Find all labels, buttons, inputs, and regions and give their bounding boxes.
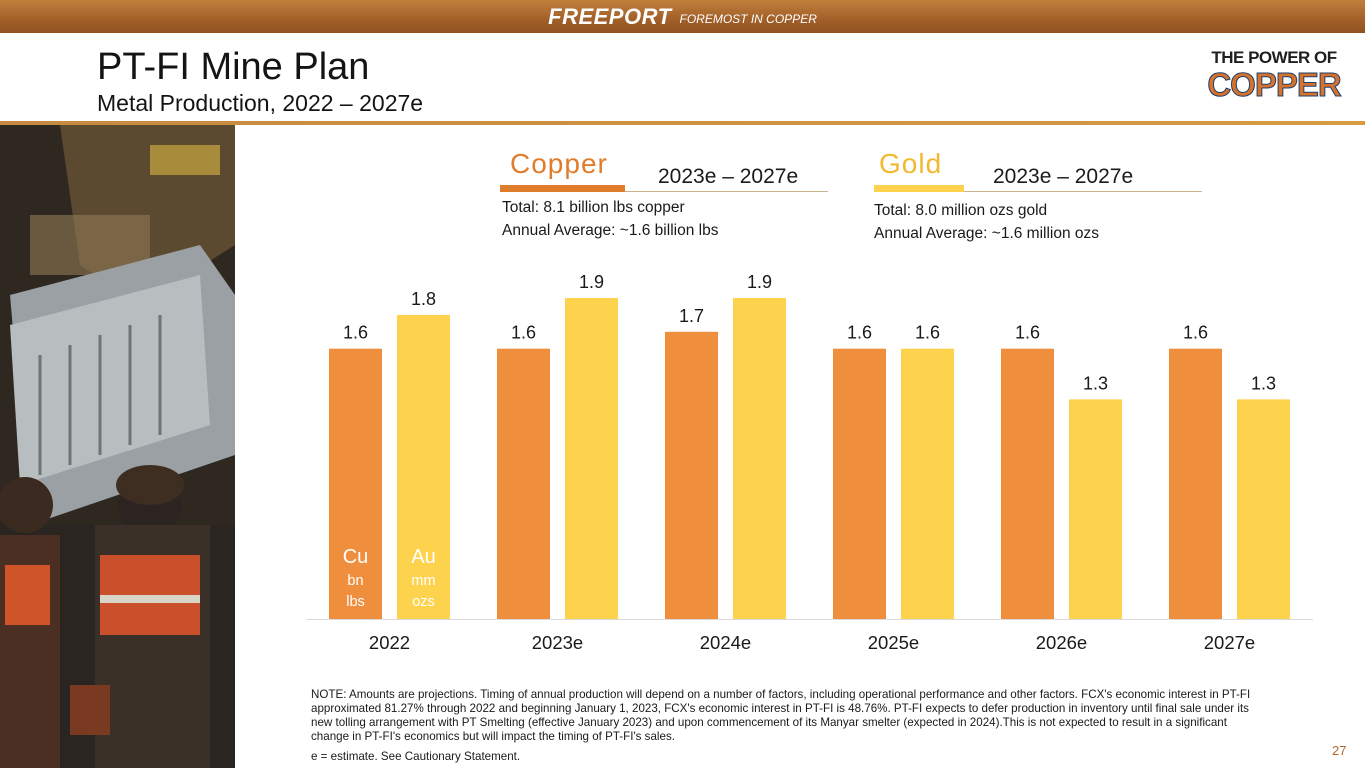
data-label-cu-2026e: 1.6 — [1015, 323, 1040, 343]
x-tick-label-2025e: 2025e — [868, 632, 919, 653]
logo-line1: THE POWER OF — [1211, 48, 1337, 67]
bar-cu-2026e — [1001, 348, 1054, 619]
top-banner — [0, 0, 1365, 33]
data-label-cu-2027e: 1.6 — [1183, 323, 1208, 343]
footnote: NOTE: Amounts are projections. Timing of… — [311, 688, 1251, 743]
brand-name: FREEPORT — [548, 3, 672, 29]
copper-heading: Copper — [510, 148, 608, 179]
x-tick-label-2027e: 2027e — [1204, 632, 1255, 653]
copper-rule — [500, 191, 828, 192]
mine-photo-illustration — [0, 125, 235, 768]
bar-cu-2022 — [329, 348, 382, 619]
gold-heading: Gold — [879, 148, 943, 179]
bar-au-2024e — [733, 298, 786, 619]
x-tick-label-2024e: 2024e — [700, 632, 751, 653]
brand-header: FREEPORT FOREMOST IN COPPER — [0, 0, 1365, 33]
gold-summary: Total: 8.0 million ozs gold Annual Avera… — [874, 199, 1099, 245]
mine-photo — [0, 125, 235, 768]
data-label-cu-2023e: 1.6 — [511, 323, 536, 343]
gold-rule — [874, 191, 1202, 192]
gold-average: Annual Average: ~1.6 million ozs — [874, 225, 1100, 242]
bar-au-2023e — [565, 298, 618, 619]
bar-cu-2025e — [833, 348, 886, 619]
data-label-cu-2025e: 1.6 — [847, 323, 872, 343]
x-tick-label-2026e: 2026e — [1036, 632, 1087, 653]
data-label-au-2023e: 1.9 — [579, 272, 604, 292]
bar-cu-2024e — [665, 331, 718, 619]
legend-au-unit1: mm — [411, 573, 435, 589]
data-label-cu-2022: 1.6 — [343, 323, 368, 343]
copper-summary: Total: 8.1 billion lbs copper Annual Ave… — [502, 196, 718, 242]
header-divider — [0, 121, 1365, 125]
bar-cu-2027e — [1169, 348, 1222, 619]
bar-au-2026e — [1069, 399, 1122, 619]
power-of-copper-logo: THE POWER OF COPPER — [1194, 48, 1354, 108]
estimate-note: e = estimate. See Cautionary Statement. — [311, 750, 521, 763]
data-label-au-2025e: 1.6 — [915, 323, 940, 343]
bar-cu-2023e — [497, 348, 550, 619]
legend-cu-name: Cu — [343, 546, 369, 568]
copper-range: 2023e – 2027e — [658, 165, 799, 188]
legend-au-name: Au — [411, 546, 435, 568]
gold-total: Total: 8.0 million ozs gold — [874, 202, 1048, 219]
x-tick-label-2023e: 2023e — [532, 632, 583, 653]
copper-average: Annual Average: ~1.6 billion lbs — [502, 222, 719, 239]
gold-accent-bar — [874, 185, 964, 192]
legend-cu-unit1: bn — [347, 573, 363, 589]
x-tick-label-2022: 2022 — [369, 632, 410, 653]
legend-au-unit2: ozs — [412, 594, 435, 610]
copper-accent-bar — [500, 185, 625, 192]
logo-line2: COPPER — [1207, 66, 1342, 103]
gold-range: 2023e – 2027e — [993, 165, 1134, 188]
page-number: 27 — [1332, 743, 1347, 758]
brand-tagline: FOREMOST IN COPPER — [679, 12, 817, 26]
data-label-cu-2024e: 1.7 — [679, 306, 704, 326]
copper-total: Total: 8.1 billion lbs copper — [502, 199, 685, 216]
bar-au-2025e — [901, 348, 954, 619]
page-subtitle: Metal Production, 2022 – 2027e — [97, 90, 424, 116]
page-title: PT-FI Mine Plan — [97, 46, 370, 88]
legend-cu-unit2: lbs — [346, 594, 365, 610]
bar-au-2027e — [1237, 399, 1290, 619]
data-label-au-2026e: 1.3 — [1083, 373, 1108, 393]
bar-au-2022 — [397, 314, 450, 619]
data-label-au-2027e: 1.3 — [1251, 373, 1276, 393]
data-label-au-2022: 1.8 — [411, 289, 436, 309]
data-label-au-2024e: 1.9 — [747, 272, 772, 292]
